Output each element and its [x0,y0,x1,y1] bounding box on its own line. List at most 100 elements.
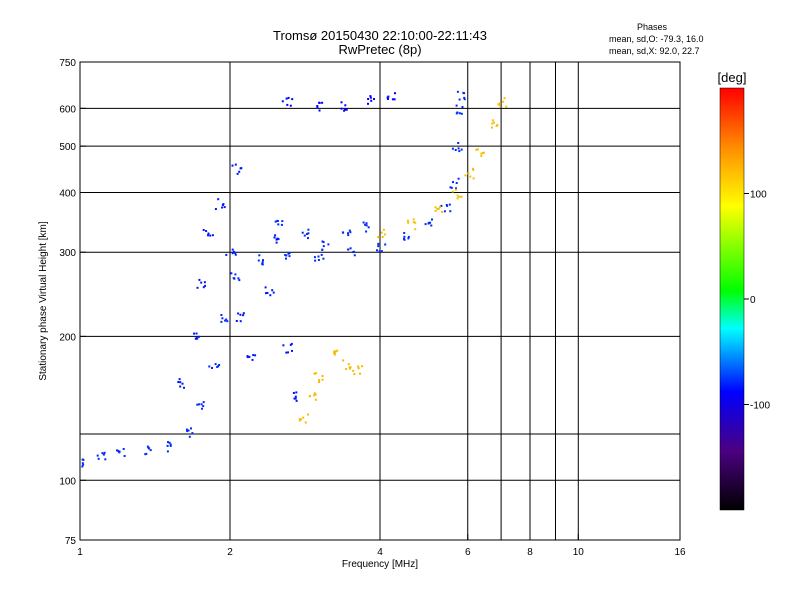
echo-point [334,353,337,356]
echo-point [498,104,501,107]
echo-point [307,232,310,235]
echo-point [246,356,249,359]
echo-point [292,392,295,394]
echo-point [208,365,211,368]
echo-point [365,224,368,227]
echo-point [353,373,356,376]
echo-point [454,149,457,151]
echo-point [492,121,495,124]
echo-point [454,188,457,191]
echo-point [97,457,100,460]
echo-point [280,223,283,226]
x-tick-label: 4 [377,547,383,558]
colorbar-gradient [719,87,745,511]
colorbar-label: [deg] [718,70,747,85]
echo-point [451,147,454,150]
echo-point [104,458,107,461]
echo-point [406,219,409,222]
echo-point [282,344,285,347]
axis-ticks: 1 2 4 6 8 10 16 75 100 200 300 400 500 600 750 [59,58,686,558]
echo-point [234,253,237,256]
echo-point [102,453,105,456]
echo-point [200,403,203,406]
echo-point [195,332,198,335]
echo-point [234,251,237,254]
echo-point [476,148,479,151]
echo-point [285,97,288,100]
echo-point [179,385,182,388]
echo-point [81,462,84,465]
echo-point [287,96,290,99]
echo-point [258,254,261,257]
echo-point [291,98,294,101]
echo-point [321,240,324,243]
echo-point [251,358,254,361]
echo-point [276,219,279,222]
echo-point [265,292,267,295]
echo-point [318,379,321,381]
colorbar-tick-label: -100 [750,401,770,412]
echo-point [298,418,301,421]
echo-point [235,320,238,322]
echo-point [460,112,463,115]
echo-point [293,397,296,400]
echo-point [367,102,369,105]
x-axis-label: Frequency [MHz] [342,559,418,570]
echo-point [264,286,267,289]
x-tick-label: 10 [573,547,585,558]
echo-point [289,104,292,107]
echo-point [183,386,185,389]
echo-point [96,454,99,457]
y-tick-label: 600 [59,104,76,115]
echo-point [370,99,373,102]
echo-point [320,253,323,256]
echo-point [77,464,79,466]
echo-point [277,238,280,241]
echo-point [201,407,203,410]
echo-point [281,220,284,223]
echo-point [149,449,152,452]
echo-point [168,441,171,444]
y-tick-label: 500 [59,142,76,153]
echo-point [237,277,240,280]
echo-point [261,263,264,266]
stats-o-mode: mean, sd,O: -79.3, 16.0 [609,34,704,44]
echo-point [318,101,321,104]
echo-point [197,335,200,338]
echo-point [178,378,181,381]
stats-x-mode: mean, sd,X: 92.0, 22.7 [609,46,700,56]
echo-point [403,232,406,234]
echo-point [321,375,324,377]
echo-point [382,228,385,231]
echo-point [464,174,467,177]
echo-point [287,351,289,354]
echo-point [452,181,454,184]
echo-point [383,233,386,236]
echo-point [269,294,272,297]
echo-point [181,382,184,385]
echo-point [455,187,457,190]
echo-point [221,204,224,206]
echo-point [298,419,301,422]
echo-point [345,108,348,111]
echo-point [377,245,380,248]
echo-point [234,273,237,276]
echo-point [340,101,343,104]
echo-point [224,319,227,322]
echo-point [367,98,370,100]
echo-point [414,221,417,224]
echo-point [342,359,345,362]
x-tick-label: 2 [227,547,233,558]
echo-point [307,237,309,240]
echo-point [369,96,372,99]
echo-point [169,444,172,447]
echo-point [204,284,207,287]
echo-point [198,278,201,281]
echo-point [347,232,349,235]
echo-point [333,350,336,353]
y-tick-label: 100 [59,476,76,487]
echo-point [344,104,347,107]
echo-point [403,238,406,241]
echo-point [118,451,121,454]
